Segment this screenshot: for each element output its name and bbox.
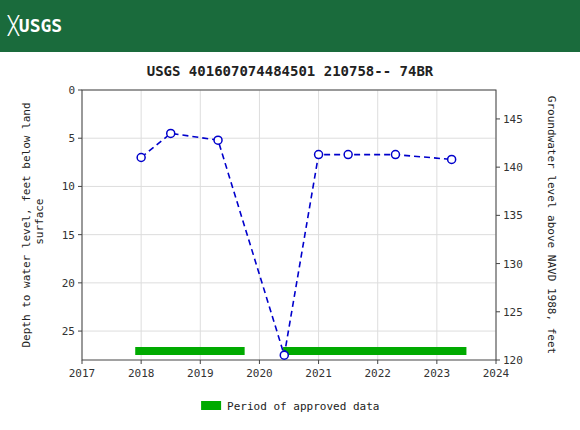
grid-line-x [318,90,319,360]
tick-label-y: 25 [62,325,75,338]
tick-label-y: 0 [68,84,75,97]
grid-line-y [82,234,496,235]
point [214,136,222,144]
axes: 2017 2018 2019 2020 2021 2022 2023 2024 0 5 10 15 20… [62,84,523,380]
tick-y [78,186,82,187]
tick-label-x: 2017 [69,367,96,380]
grid-line-y [82,186,496,187]
grid-line-y [82,282,496,283]
point [391,151,399,159]
tick-label-y2: 130 [503,258,523,271]
tick-label-y: 15 [62,229,75,242]
title: USGS 401607074484501 210758-- 74BR [147,63,434,79]
tick-label-x: 2019 [187,367,214,380]
tick-x [318,360,319,364]
tick-x [259,360,260,364]
approved-spans [135,347,466,355]
point [167,129,175,137]
y-axis-label-line: surface [33,199,46,252]
tick-label-x: 2023 [424,367,451,380]
tick-label-y: 5 [68,132,75,145]
series-line [141,133,452,355]
tick-y2 [496,167,500,168]
point [280,351,288,359]
plot-data [135,129,466,359]
tick-y2 [496,311,500,312]
grid-line-x [259,90,260,360]
tick-y [78,234,82,235]
legend: Period of approved data [201,400,379,413]
tick-label-y2: 140 [503,161,523,174]
point [344,151,352,159]
plot-frame [82,90,496,360]
grid [82,90,496,360]
approved-span [135,347,244,355]
tick-y [78,90,82,91]
grid-line-x [141,90,142,360]
tick-label-y2: 145 [503,113,523,126]
point [137,154,145,162]
tick-y2 [496,118,500,119]
y-axis-label-line: Depth to water level, feet below land [20,102,33,347]
legend-label: Period of approved data [227,400,379,413]
tick-x [82,360,83,364]
grid-line-x [200,90,201,360]
tick-y2 [496,215,500,216]
tick-x [496,360,497,364]
header-logo: ╳USGS [7,15,62,37]
legend-swatch [201,401,221,410]
tick-y [78,138,82,139]
tick-y2 [496,360,500,361]
tick-label-x: 2022 [364,367,391,380]
grid-line-x [377,90,378,360]
tick-x [436,360,437,364]
grid-line-y [82,138,496,139]
line-series [137,129,456,359]
y2-axis-label: Groundwater level above NAVD 1988, feet [545,96,558,354]
tick-label-y2: 135 [503,209,523,222]
tick-label-y: 10 [62,180,75,193]
header-bar [0,0,580,52]
tick-x [141,360,142,364]
tick-y2 [496,263,500,264]
approved-span [283,347,466,355]
tick-y [78,282,82,283]
tick-label-x: 2020 [246,367,273,380]
tick-label-x: 2021 [305,367,332,380]
chart: ╳USGS USGS 401607074484501 210758-- 74BR 2… [0,0,580,430]
point [448,155,456,163]
tick-label-x: 2024 [483,367,510,380]
tick-label-y2: 125 [503,306,523,319]
tick-label-y: 20 [62,277,75,290]
y-axis-label: Depth to water level, feet below land su… [20,102,46,347]
tick-label-x: 2018 [128,367,155,380]
point [315,151,323,159]
tick-label-y2: 120 [503,354,523,367]
tick-y [78,331,82,332]
grid-line-x [436,90,437,360]
tick-x [377,360,378,364]
tick-x [200,360,201,364]
